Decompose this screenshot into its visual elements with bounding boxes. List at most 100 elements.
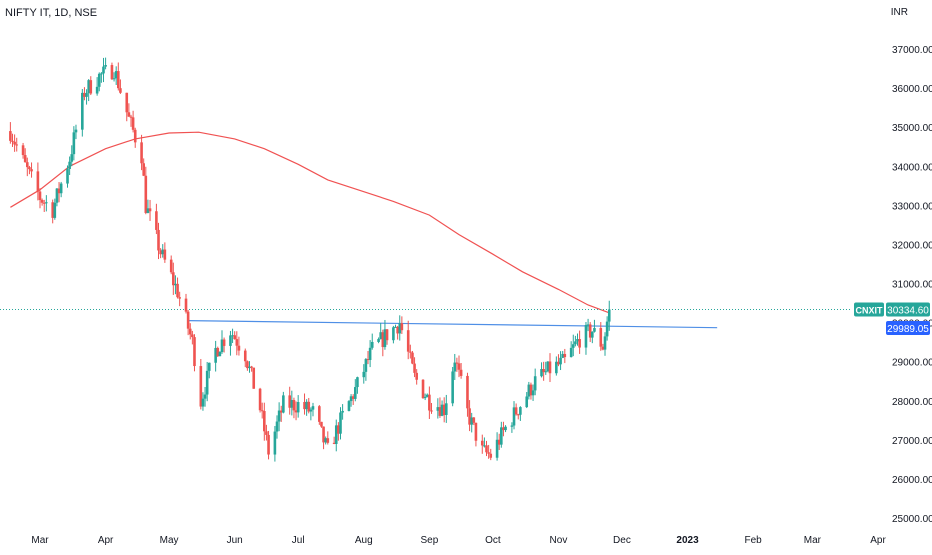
candle-body — [42, 202, 46, 204]
candle-body — [305, 401, 308, 410]
candle — [607, 300, 611, 331]
candle-body — [277, 410, 281, 422]
candle — [112, 72, 116, 82]
candle-body — [231, 335, 234, 337]
candle-body — [409, 351, 412, 353]
candle — [57, 182, 61, 203]
candle — [354, 379, 357, 402]
candle — [495, 432, 499, 461]
candle-body — [548, 361, 552, 374]
candle-body — [468, 408, 471, 425]
candle-body — [601, 346, 605, 350]
candle-body — [483, 445, 486, 447]
candle-body — [576, 339, 579, 342]
candle-body — [525, 396, 529, 408]
candle-body — [436, 407, 440, 411]
candle — [193, 334, 196, 372]
candle-body — [102, 66, 105, 74]
candle — [504, 425, 507, 433]
candle-body — [563, 353, 567, 358]
candle — [205, 361, 209, 402]
candle-body — [421, 379, 425, 399]
candle — [243, 348, 247, 368]
candle — [97, 72, 101, 92]
candle-body — [290, 400, 294, 408]
candle — [514, 403, 518, 416]
candle-body — [85, 93, 88, 97]
candle — [9, 122, 12, 144]
candle-body — [155, 211, 158, 230]
candle-body — [38, 191, 42, 201]
candle — [59, 181, 63, 198]
candle — [519, 406, 522, 421]
candle-body — [411, 352, 414, 364]
candle — [527, 381, 531, 400]
candle-body — [512, 407, 516, 426]
candle — [66, 165, 69, 188]
candle-body — [574, 341, 577, 345]
candle-body — [578, 339, 581, 348]
candle — [533, 368, 537, 396]
candle-body — [413, 363, 416, 373]
candle-body — [199, 366, 203, 407]
candle-body — [559, 357, 562, 365]
candle — [442, 397, 446, 423]
candle-body — [186, 311, 190, 329]
candle — [191, 330, 194, 345]
candle-body — [396, 326, 399, 334]
candle-body — [237, 345, 241, 351]
candle — [385, 329, 389, 345]
trendline-tag-text: 29989.05 — [887, 324, 929, 335]
candle-body — [320, 421, 323, 427]
candle — [263, 402, 266, 441]
candle — [529, 382, 533, 400]
candle-body — [222, 339, 226, 346]
candle — [425, 393, 429, 398]
candle-body — [370, 341, 374, 348]
candle — [601, 343, 605, 351]
moving-average-line — [10, 131, 610, 314]
candle-body — [368, 347, 372, 360]
candle-body — [349, 396, 353, 402]
x-tick-label: Feb — [745, 535, 763, 546]
candle — [252, 367, 256, 389]
candle-body — [114, 71, 118, 79]
candle-body — [296, 402, 300, 413]
candle-body — [112, 78, 116, 80]
candle-body — [510, 425, 514, 427]
candle-body — [544, 371, 548, 373]
candle — [237, 336, 241, 356]
y-tick-label: 31000.00 — [892, 280, 932, 291]
candle — [436, 398, 440, 419]
candle — [260, 402, 264, 419]
candle-body — [428, 394, 431, 411]
candle-body — [68, 161, 71, 170]
candle-body — [584, 324, 588, 348]
candle — [229, 330, 232, 356]
candle — [133, 127, 137, 148]
x-tick-label: Mar — [804, 535, 822, 546]
candle — [480, 434, 484, 454]
candle-body — [40, 200, 44, 203]
candle-body — [97, 73, 101, 87]
candle — [470, 412, 473, 433]
candle — [144, 166, 148, 215]
candle-body — [516, 414, 520, 416]
x-tick-label: Apr — [98, 535, 114, 546]
y-tick-label: 25000.00 — [892, 514, 932, 525]
candle-body — [275, 421, 279, 432]
candle — [102, 57, 105, 83]
candle-body — [504, 426, 507, 431]
y-tick-label: 34000.00 — [892, 162, 932, 173]
candle-body — [258, 388, 262, 411]
candle — [451, 366, 454, 407]
candle — [561, 350, 564, 359]
candle-body — [87, 80, 90, 94]
candle-body — [324, 438, 327, 443]
candle — [142, 158, 145, 177]
candle-body — [440, 404, 444, 416]
candle — [557, 354, 560, 367]
candle-body — [377, 338, 380, 342]
